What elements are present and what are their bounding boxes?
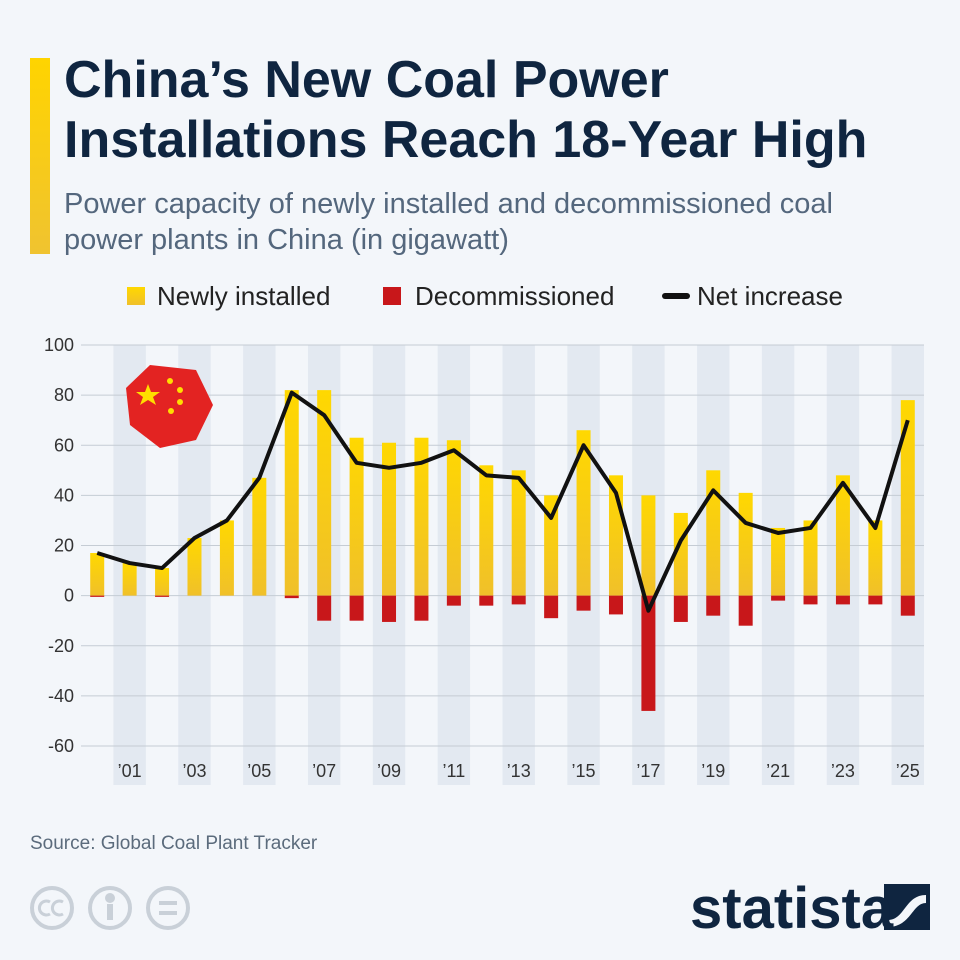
brand-logo-icon xyxy=(884,884,930,930)
y-tick-label: -40 xyxy=(48,686,74,706)
bar xyxy=(317,390,332,596)
x-tick-label: ’07 xyxy=(312,761,336,781)
legend-label: Net increase xyxy=(697,281,843,311)
bar xyxy=(349,595,364,621)
bar xyxy=(771,595,786,601)
flag-icon xyxy=(126,365,213,448)
bar xyxy=(608,595,623,615)
y-tick-label: 60 xyxy=(54,435,74,455)
x-tick-label: ’11 xyxy=(443,761,466,781)
license-icons xyxy=(30,886,190,930)
bar xyxy=(446,595,461,606)
y-tick-label: -60 xyxy=(48,736,74,756)
bar xyxy=(155,568,170,596)
x-tick-label: ’19 xyxy=(701,761,725,781)
bar xyxy=(479,595,494,606)
bar xyxy=(511,470,526,596)
y-tick-label: 40 xyxy=(54,485,74,505)
bar xyxy=(511,595,526,605)
bar xyxy=(738,492,753,596)
x-tick-label: ’25 xyxy=(896,761,920,781)
brand: statista xyxy=(690,876,894,941)
x-tick-label: ’23 xyxy=(831,761,855,781)
bar xyxy=(673,595,688,622)
bar xyxy=(90,553,105,596)
bar xyxy=(706,595,721,616)
bar xyxy=(187,537,202,596)
bar xyxy=(771,527,786,596)
bar xyxy=(382,442,397,596)
legend-swatch xyxy=(383,287,401,305)
y-tick-label: 80 xyxy=(54,385,74,405)
line xyxy=(96,390,910,613)
x-tick-label: ’17 xyxy=(636,761,660,781)
bar xyxy=(479,465,494,596)
bar xyxy=(900,400,915,596)
y-tick-label: -20 xyxy=(48,636,74,656)
chart-subtitle: Power capacity of newly installed and de… xyxy=(64,188,833,256)
x-tick-label: ’21 xyxy=(766,761,790,781)
bar xyxy=(284,390,299,596)
bar xyxy=(641,495,656,596)
bar xyxy=(641,595,656,711)
bar xyxy=(382,595,397,622)
bar xyxy=(868,520,883,596)
y-tick-label: 0 xyxy=(64,586,74,606)
bar xyxy=(544,495,559,596)
bar xyxy=(252,477,267,596)
legend-swatch xyxy=(127,287,145,305)
bar xyxy=(414,437,429,596)
bar xyxy=(155,595,170,597)
bar xyxy=(122,563,137,596)
bar xyxy=(803,520,818,596)
bar xyxy=(414,595,429,621)
bar xyxy=(90,595,105,597)
bar xyxy=(349,437,364,596)
x-tick-label: ’05 xyxy=(247,761,271,781)
chart-title: China’s New Coal Power Installations Rea… xyxy=(64,51,868,169)
x-tick-label: ’03 xyxy=(182,761,206,781)
bands xyxy=(113,345,924,785)
bar xyxy=(738,595,753,626)
x-tick-label: ’15 xyxy=(572,761,596,781)
bar xyxy=(219,520,234,596)
y-tick-label: 100 xyxy=(44,335,74,355)
bar xyxy=(803,595,818,605)
bar xyxy=(835,475,850,596)
bar xyxy=(317,595,332,621)
bar xyxy=(900,595,915,616)
legend-label: Decommissioned xyxy=(415,281,614,311)
bar xyxy=(706,470,721,596)
bar xyxy=(576,430,591,596)
x-tick-label: ’13 xyxy=(507,761,531,781)
x-tick-label: ’09 xyxy=(377,761,401,781)
bar xyxy=(868,595,883,605)
x-tick-label: ’01 xyxy=(118,761,142,781)
source: Source: Global Coal Plant Tracker xyxy=(30,833,318,854)
bar xyxy=(835,595,850,605)
bar xyxy=(284,595,299,599)
bar xyxy=(446,440,461,596)
bar xyxy=(544,595,559,619)
accent-bar xyxy=(30,58,50,254)
bar xyxy=(576,595,591,611)
y-tick-label: 20 xyxy=(54,536,74,556)
legend-label: Newly installed xyxy=(157,281,330,311)
